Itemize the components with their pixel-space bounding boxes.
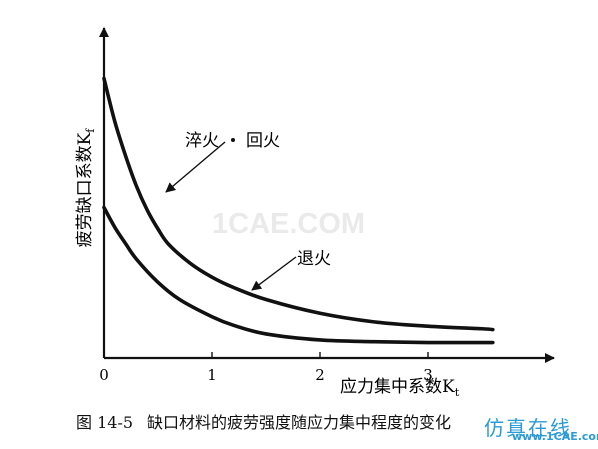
y-axis-label-subscript: f: [84, 128, 97, 133]
figure-caption: 图 14-5 缺口材料的疲劳强度随应力集中程度的变化: [76, 409, 451, 433]
watermark-corner-url: www.1CAE.com: [512, 430, 598, 443]
annotation-separator-dot: [231, 138, 235, 142]
x-axis-label-text: 应力集中系数K: [340, 377, 455, 397]
x-tick-label-3: 3: [423, 366, 433, 384]
caption-number: 图 14-5: [76, 413, 134, 432]
watermark-corner: 仿真在线: [484, 416, 572, 440]
annotation-arrow-quench: [165, 141, 226, 193]
series-line-1: [102, 205, 495, 345]
x-tick-label-2: 2: [315, 366, 325, 384]
x-axis-label: 应力集中系数Kt: [340, 377, 460, 399]
annotation-temper: 回火: [246, 131, 280, 151]
x-ticks: 0 1 2 3: [99, 352, 433, 384]
x-tick-label-0: 0: [99, 366, 109, 384]
annotation-quench: 淬火: [185, 131, 219, 151]
annotation-anneal: 退火: [297, 249, 331, 269]
watermark-center: 1CAE.COM: [212, 208, 365, 240]
x-axis-label-subscript: t: [455, 386, 460, 399]
y-axis-label: 疲劳缺口系数Kf: [75, 128, 97, 248]
caption-text: 缺口材料的疲劳强度随应力集中程度的变化: [147, 413, 452, 432]
x-tick-label-1: 1: [207, 366, 217, 384]
axes: [99, 27, 555, 363]
y-axis-label-text: 疲劳缺口系数K: [75, 132, 95, 247]
series-line-0: [102, 76, 495, 332]
annotation-arrow-anneal: [251, 256, 297, 291]
series-curves: [102, 76, 495, 345]
